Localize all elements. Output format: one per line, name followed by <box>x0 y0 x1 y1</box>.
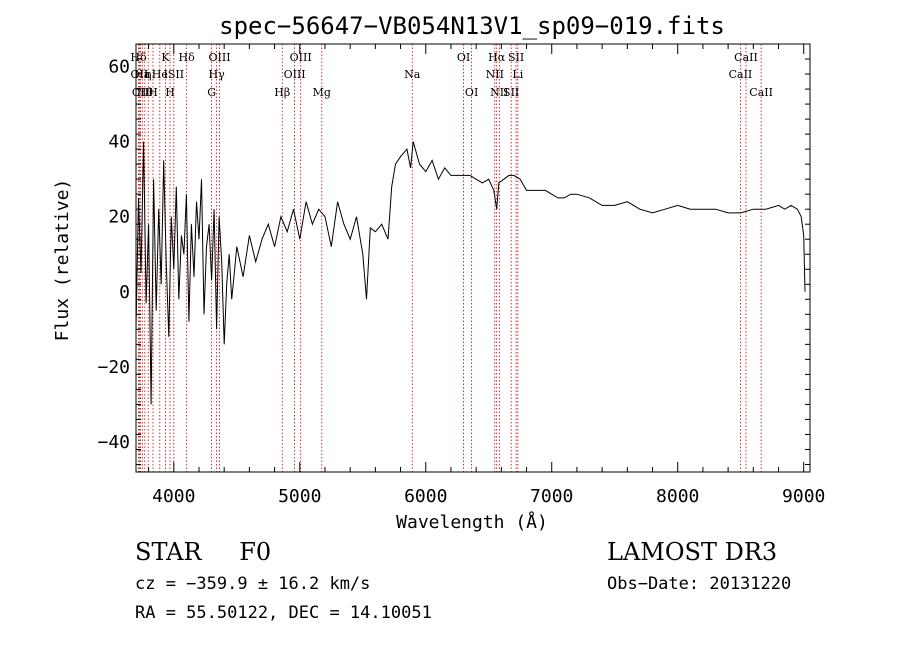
line-label: OI <box>465 86 478 99</box>
x-tick-label: 5000 <box>278 486 321 507</box>
y-tick-label: 20 <box>108 207 130 228</box>
survey-label: LAMOST DR3 <box>607 538 778 566</box>
y-tick-label: 40 <box>108 132 130 153</box>
line-label: He <box>152 68 168 81</box>
x-tick-label: 6000 <box>404 486 447 507</box>
line-markers <box>138 44 762 472</box>
y-tick-label: −20 <box>97 357 130 378</box>
y-axis-label: Flux (relative) <box>52 179 73 342</box>
line-label: Mg <box>313 86 331 99</box>
y-tick-label: 60 <box>108 57 130 78</box>
y-axis: 60 40 20 0 −20 −40 <box>97 57 810 465</box>
x-tick-label: 7000 <box>530 486 573 507</box>
line-label: Li <box>512 68 523 81</box>
line-label: η <box>145 68 152 81</box>
line-label: OIII <box>290 51 312 64</box>
line-label: SII <box>503 86 519 99</box>
line-label: Ha <box>134 68 151 81</box>
line-label: OIII <box>284 68 306 81</box>
line-label: K <box>161 51 170 64</box>
line-label: OI <box>457 51 470 64</box>
line-label: CaII <box>729 68 753 81</box>
line-label: CaII <box>734 51 758 64</box>
x-tick-label: 9000 <box>782 486 825 507</box>
class-label: STAR <box>135 538 202 566</box>
line-label: Na <box>404 68 421 81</box>
x-tick-label: 4000 <box>152 486 195 507</box>
line-labels: HδOIICIIHaHθηHHeKHISIIHδGHγOIIIHβOIIIOII… <box>130 51 773 99</box>
y-tick-label: 0 <box>119 282 130 303</box>
line-label: H <box>165 86 175 99</box>
line-label: CaII <box>749 86 773 99</box>
line-label: ISII <box>164 68 185 81</box>
y-tick-label: −40 <box>97 432 130 453</box>
line-label: NII <box>486 68 504 81</box>
subclass-label: F0 <box>239 538 272 566</box>
line-label: OIII <box>208 51 230 64</box>
line-label: Hβ <box>274 86 290 99</box>
coords-text: RA = 55.50122, DEC = 14.10051 <box>135 603 432 623</box>
object-class: STAR F0 <box>135 538 271 566</box>
line-label: Hδ <box>130 51 147 64</box>
line-label: SII <box>508 51 524 64</box>
x-axis: 4000 5000 6000 7000 8000 9000 <box>148 44 825 507</box>
spectrum-line <box>135 141 806 405</box>
x-tick-label: 8000 <box>656 486 699 507</box>
line-label: H <box>148 86 158 99</box>
obs-date-text: Obs−Date: 20131220 <box>607 574 792 594</box>
chart-title: spec−56647−VB054N13V1_sp09−019.fits <box>219 12 725 40</box>
line-label: Hδ <box>179 51 196 64</box>
plot-frame <box>135 43 811 473</box>
line-label: Hα <box>488 51 506 64</box>
line-label: NII <box>490 86 508 99</box>
line-label: Hγ <box>209 68 226 81</box>
redshift-text: cz = −359.9 ± 16.2 km/s <box>135 574 371 594</box>
line-label: G <box>207 86 216 99</box>
x-axis-label: Wavelength (Å) <box>396 511 548 533</box>
